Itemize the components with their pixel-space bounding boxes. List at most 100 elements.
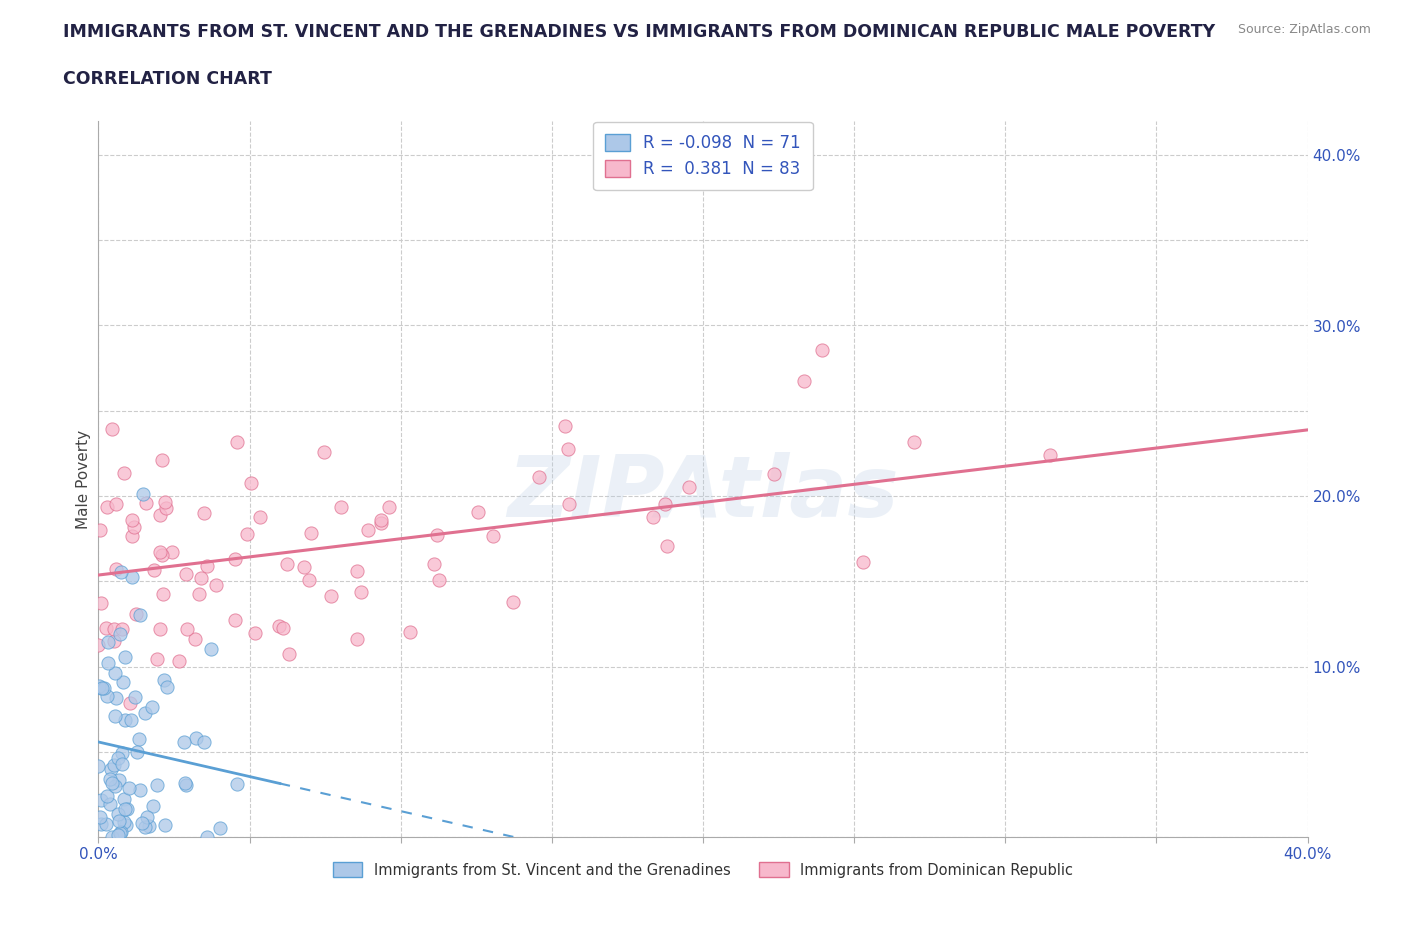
Point (125, 606, 148, 621)
Point (89, 523, 111, 538)
Point (224, 613, 246, 628)
Point (110, 826, 132, 841)
Point (97, 634, 120, 649)
Point (174, 777, 197, 792)
Point (423, 556, 446, 571)
Point (903, 434, 925, 449)
Point (267, 618, 290, 633)
Point (1039, 447, 1062, 462)
Point (112, 791, 135, 806)
Point (121, 512, 143, 527)
Point (103, 758, 125, 773)
Point (110, 565, 132, 579)
Point (96, 789, 118, 804)
Point (226, 434, 249, 449)
Point (243, 626, 266, 641)
Point (467, 505, 489, 520)
Point (678, 480, 700, 495)
Point (654, 497, 676, 512)
Point (145, 651, 167, 666)
Point (153, 672, 176, 687)
Point (426, 527, 449, 542)
Point (558, 497, 581, 512)
Point (225, 777, 247, 791)
Point (89, 809, 111, 824)
Point (156, 680, 179, 695)
Point (655, 538, 678, 553)
Point (152, 587, 174, 602)
Point (167, 654, 190, 669)
Point (128, 732, 150, 747)
Point (793, 374, 815, 389)
Point (120, 712, 142, 727)
Point (110, 824, 132, 839)
Point (87, 758, 110, 773)
Point (249, 510, 271, 525)
Point (114, 649, 136, 664)
Point (105, 497, 128, 512)
Point (193, 506, 215, 521)
Text: IMMIGRANTS FROM ST. VINCENT AND THE GRENADINES VS IMMIGRANTS FROM DOMINICAN REPU: IMMIGRANTS FROM ST. VINCENT AND THE GREN… (63, 23, 1215, 41)
Point (136, 809, 159, 824)
Point (96, 499, 118, 514)
Point (188, 587, 211, 602)
Point (90, 681, 112, 696)
Point (146, 778, 169, 793)
Point (107, 751, 129, 765)
Point (554, 418, 576, 433)
Point (200, 641, 222, 656)
Point (155, 817, 177, 832)
Point (852, 554, 875, 569)
Point (94, 817, 117, 831)
Point (377, 500, 399, 515)
Point (114, 802, 136, 817)
Point (131, 816, 153, 830)
Point (98, 797, 121, 812)
Point (90, 681, 112, 696)
Point (89, 679, 111, 694)
Point (398, 624, 420, 639)
Point (329, 499, 352, 514)
Point (153, 495, 176, 510)
Point (90, 793, 112, 808)
Point (132, 486, 155, 501)
Point (184, 731, 207, 746)
Point (150, 452, 173, 467)
Point (346, 564, 368, 578)
Point (762, 467, 785, 482)
Point (112, 466, 135, 481)
Point (108, 773, 131, 788)
Point (103, 621, 125, 636)
Point (149, 508, 172, 523)
Point (174, 566, 197, 581)
Point (205, 578, 228, 592)
Text: Source: ZipAtlas.com: Source: ZipAtlas.com (1237, 23, 1371, 36)
Point (292, 559, 315, 574)
Point (346, 631, 368, 646)
Point (129, 607, 152, 622)
Point (641, 510, 664, 525)
Point (150, 548, 173, 563)
Point (107, 828, 129, 843)
Point (121, 569, 143, 584)
Point (110, 627, 132, 642)
Point (208, 821, 231, 836)
Point (235, 527, 257, 542)
Point (121, 529, 143, 544)
Point (93, 681, 115, 696)
Point (114, 713, 136, 728)
Point (101, 421, 124, 436)
Point (149, 621, 172, 636)
Point (107, 806, 129, 821)
Point (370, 512, 392, 527)
Point (195, 830, 218, 844)
Point (96, 689, 118, 704)
Point (104, 562, 127, 577)
Point (128, 782, 150, 797)
Point (134, 820, 156, 835)
Point (118, 696, 141, 711)
Point (104, 778, 127, 793)
Point (101, 776, 124, 790)
Text: CORRELATION CHART: CORRELATION CHART (63, 70, 273, 87)
Point (104, 691, 127, 706)
